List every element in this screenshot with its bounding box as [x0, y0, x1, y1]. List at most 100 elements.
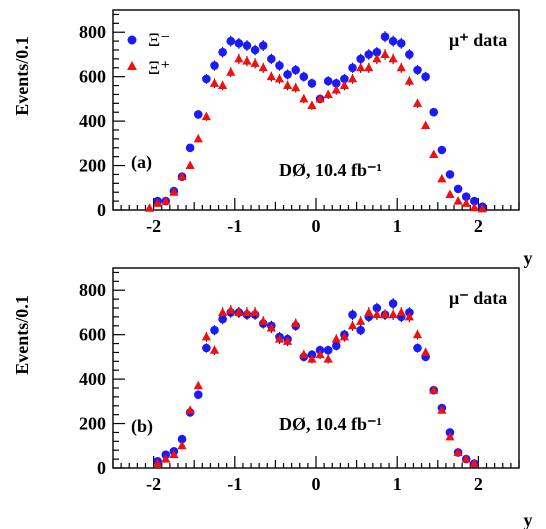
data-point: [291, 319, 300, 328]
series-xi-minus-a: [153, 31, 486, 211]
data-point: [381, 32, 390, 41]
data-point: [421, 72, 430, 81]
data-point: [308, 79, 317, 88]
data-point: [389, 54, 398, 63]
data-point: [202, 332, 211, 341]
x-tick-label-a: 1: [393, 216, 402, 236]
x-tick-label-a: 2: [474, 216, 483, 236]
data-point: [364, 50, 373, 59]
y-tick-label-b: 600: [79, 325, 106, 345]
series-xi-plus-a: [145, 49, 487, 212]
panel-label-b: (b): [131, 416, 153, 437]
data-point: [283, 81, 292, 90]
data-point: [307, 101, 316, 110]
panel-label-a: (a): [131, 152, 152, 173]
sample-annotation-b: μ⁻ data: [449, 288, 507, 308]
data-point: [364, 307, 373, 316]
data-point: [348, 63, 357, 72]
data-point: [226, 305, 235, 314]
data-point: [429, 149, 438, 158]
data-point: [194, 381, 203, 390]
data-point: [300, 72, 309, 81]
y-tick-label-a: 800: [79, 22, 106, 42]
data-point: [259, 316, 268, 325]
data-point: [177, 441, 186, 450]
data-point: [446, 170, 455, 179]
data-point: [348, 321, 357, 330]
data-point: [275, 61, 284, 70]
data-point: [470, 203, 479, 212]
data-point: [405, 50, 414, 59]
x-tick-label-b: 0: [312, 474, 321, 494]
data-point: [380, 49, 389, 58]
panel-b: Events/0.1 y (b) DØ, 10.4 fb⁻¹ μ⁻ data -…: [12, 268, 532, 529]
data-point: [356, 316, 365, 325]
data-point: [364, 63, 373, 72]
data-point: [437, 174, 446, 183]
data-point: [372, 310, 381, 319]
y-tick-label-b: 800: [79, 280, 106, 300]
data-point: [291, 66, 300, 75]
data-point: [389, 310, 398, 319]
x-tick-label-b: -1: [227, 474, 242, 494]
data-point: [251, 307, 260, 316]
data-point: [454, 196, 463, 205]
y-tick-label-b: 0: [97, 458, 106, 478]
x-tick-label-b: 1: [393, 474, 402, 494]
data-point: [275, 74, 284, 83]
data-point: [397, 307, 406, 316]
data-point: [372, 54, 381, 63]
legend-marker-xi-plus: [127, 61, 137, 70]
data-point: [186, 161, 195, 170]
data-point: [324, 89, 333, 98]
data-point: [194, 390, 203, 399]
data-point: [348, 74, 357, 83]
data-point: [251, 58, 260, 67]
data-point: [259, 41, 268, 50]
data-point: [421, 121, 430, 130]
data-point: [267, 55, 276, 64]
data-point: [145, 203, 154, 212]
data-point: [413, 330, 422, 339]
data-point: [356, 55, 365, 64]
data-point: [389, 37, 398, 46]
data-point: [299, 350, 308, 359]
data-point: [356, 326, 365, 335]
data-point: [242, 307, 251, 316]
data-point: [202, 75, 211, 84]
data-point: [243, 41, 252, 50]
data-point: [226, 37, 235, 46]
data-point: [267, 72, 276, 81]
y-tick-label-b: 200: [79, 414, 106, 434]
data-point: [186, 405, 195, 414]
data-point: [210, 345, 219, 354]
data-point: [462, 198, 471, 207]
data-point: [397, 63, 406, 72]
data-point: [429, 108, 438, 117]
series-xi-plus-b: [153, 305, 479, 467]
experiment-annotation-a: DØ, 10.4 fb⁻¹: [279, 160, 382, 180]
data-point: [251, 46, 260, 55]
data-point: [454, 185, 463, 194]
data-point: [210, 78, 219, 87]
x-axis-title-a: y: [524, 248, 533, 268]
data-point: [324, 77, 333, 86]
data-point: [405, 76, 414, 85]
y-tick-label-a: 600: [79, 67, 106, 87]
data-point: [218, 81, 227, 90]
data-point: [413, 344, 422, 353]
legend-label-xi-plus: Ξ⁺: [148, 58, 170, 79]
data-point: [226, 67, 235, 76]
data-point: [218, 48, 227, 57]
data-point: [397, 39, 406, 48]
data-point: [340, 81, 349, 90]
data-point: [324, 354, 333, 363]
legend: Ξ⁻ Ξ⁺: [127, 30, 170, 79]
x-axis-title-b: y: [524, 510, 533, 529]
data-point: [259, 63, 268, 72]
experiment-annotation-b: DØ, 10.4 fb⁻¹: [279, 414, 382, 434]
y-axis-title-b: Events/0.1: [12, 295, 32, 375]
data-point: [299, 94, 308, 103]
data-point: [210, 326, 219, 335]
